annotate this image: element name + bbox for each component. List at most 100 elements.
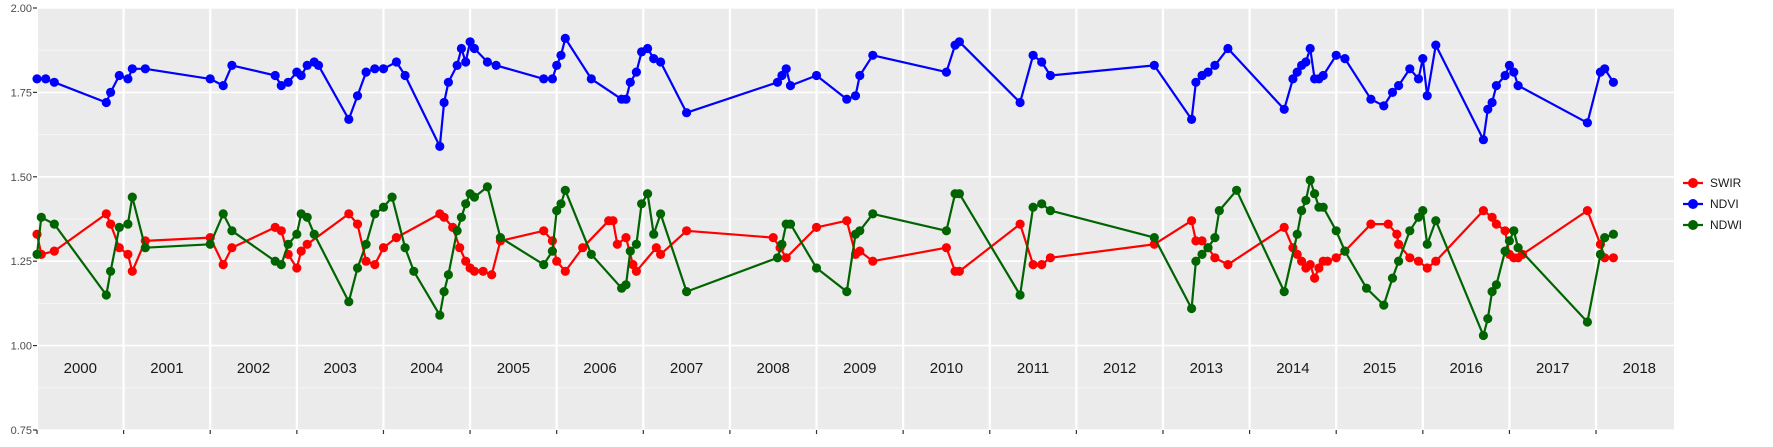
data-point-ndvi: [777, 70, 787, 81]
data-point-ndwi: [439, 287, 449, 297]
data-point-ndwi: [1405, 226, 1415, 236]
data-point-ndwi: [1297, 206, 1307, 216]
data-point-swir: [1310, 273, 1320, 283]
data-point-ndvi: [296, 70, 306, 81]
data-point-ndwi: [772, 253, 783, 263]
data-point-swir: [621, 233, 631, 243]
data-point-ndvi: [313, 60, 324, 70]
data-point-ndvi: [32, 74, 42, 84]
data-point-swir: [123, 249, 133, 259]
data-point-swir: [612, 239, 622, 249]
data-point-swir: [487, 270, 497, 280]
data-point-swir: [302, 239, 312, 249]
data-point-swir: [781, 253, 791, 263]
data-point-ndvi: [302, 60, 312, 70]
data-point-swir: [106, 219, 116, 229]
legend-label: NDVI: [1710, 197, 1739, 211]
data-point-swir: [455, 243, 465, 253]
data-point-ndvi: [378, 64, 389, 74]
data-point-ndwi: [1487, 287, 1497, 297]
data-point-ndvi: [1509, 67, 1519, 77]
data-point-ndvi: [1418, 54, 1428, 64]
data-point-ndwi: [1394, 256, 1404, 266]
data-point-ndwi: [1483, 314, 1493, 324]
data-point-swir: [391, 233, 401, 243]
data-point-swir: [552, 256, 562, 266]
data-point-ndvi: [127, 64, 137, 74]
data-point-ndwi: [1279, 287, 1289, 297]
data-point-ndvi: [811, 70, 822, 81]
data-point-swir: [1413, 256, 1424, 266]
data-point-ndvi: [1413, 74, 1424, 84]
data-point-swir: [1305, 260, 1315, 270]
data-point-swir: [1491, 219, 1501, 229]
data-point-ndwi: [1413, 212, 1424, 222]
data-point-ndvi: [656, 57, 666, 67]
data-point-swir: [842, 216, 852, 226]
data-point-ndwi: [292, 229, 302, 239]
data-point-swir: [1331, 253, 1341, 263]
data-point-ndvi: [643, 43, 653, 54]
data-point-swir: [344, 209, 354, 219]
data-point-swir: [478, 266, 488, 276]
data-point-ndvi: [205, 74, 215, 84]
data-point-ndvi: [1037, 57, 1047, 67]
data-point-ndvi: [469, 43, 479, 54]
data-point-ndvi: [123, 74, 133, 84]
data-point-swir: [1422, 263, 1432, 273]
data-point-ndwi: [811, 263, 822, 273]
data-point-ndwi: [276, 260, 286, 270]
data-point-ndvi: [1288, 74, 1298, 84]
data-point-ndwi: [868, 209, 878, 219]
data-point-ndwi: [1491, 280, 1501, 290]
data-point-ndvi: [1487, 97, 1497, 108]
data-point-ndwi: [127, 192, 137, 202]
data-point-ndvi: [452, 60, 462, 70]
data-point-swir: [1582, 206, 1592, 216]
data-point-ndwi: [1418, 206, 1428, 216]
data-point-ndwi: [1191, 256, 1201, 266]
data-point-ndvi: [1513, 81, 1523, 91]
data-point-ndwi: [1387, 273, 1398, 283]
data-point-ndwi: [36, 212, 46, 222]
data-point-swir: [1292, 249, 1302, 259]
data-point-ndvi: [361, 67, 371, 77]
data-point-ndvi: [1478, 135, 1488, 145]
year-label: 2009: [843, 360, 876, 377]
data-point-ndvi: [625, 77, 635, 87]
data-point-swir: [1045, 253, 1055, 263]
data-point-ndvi: [276, 81, 286, 91]
year-label: 2005: [497, 360, 530, 377]
data-point-swir: [370, 260, 380, 270]
data-point-ndvi: [682, 108, 692, 118]
data-point-ndwi: [309, 229, 319, 239]
data-point-swir: [127, 266, 137, 276]
data-point-ndvi: [1045, 70, 1055, 81]
legend-item-ndwi: NDWI: [1683, 218, 1742, 232]
data-point-ndwi: [378, 202, 389, 212]
data-point-ndwi: [1292, 229, 1302, 239]
data-point-ndwi: [443, 270, 453, 280]
data-point-ndvi: [283, 77, 293, 87]
data-point-ndvi: [106, 87, 116, 97]
data-point-ndwi: [1379, 300, 1389, 310]
data-point-ndvi: [539, 74, 549, 84]
data-point-ndwi: [1431, 216, 1441, 226]
data-point-swir: [352, 219, 363, 229]
data-point-ndwi: [1305, 175, 1315, 185]
data-point-swir: [1517, 249, 1527, 259]
data-point-swir: [651, 243, 661, 253]
data-point-ndvi: [439, 97, 449, 108]
data-point-ndvi: [1431, 40, 1441, 50]
year-labels: 2000 2001 2002 2003 2004 2005 2006 2007 2008 2009…: [64, 360, 1656, 377]
data-point-ndvi: [491, 60, 501, 70]
y-tick-label: 0.75: [11, 425, 32, 437]
year-label: 2013: [1190, 360, 1223, 377]
data-point-ndwi: [954, 189, 965, 199]
data-point-ndwi: [855, 226, 865, 236]
data-point-ndwi: [1203, 243, 1213, 253]
data-point-ndvi: [868, 50, 878, 60]
data-point-ndwi: [1232, 185, 1242, 195]
